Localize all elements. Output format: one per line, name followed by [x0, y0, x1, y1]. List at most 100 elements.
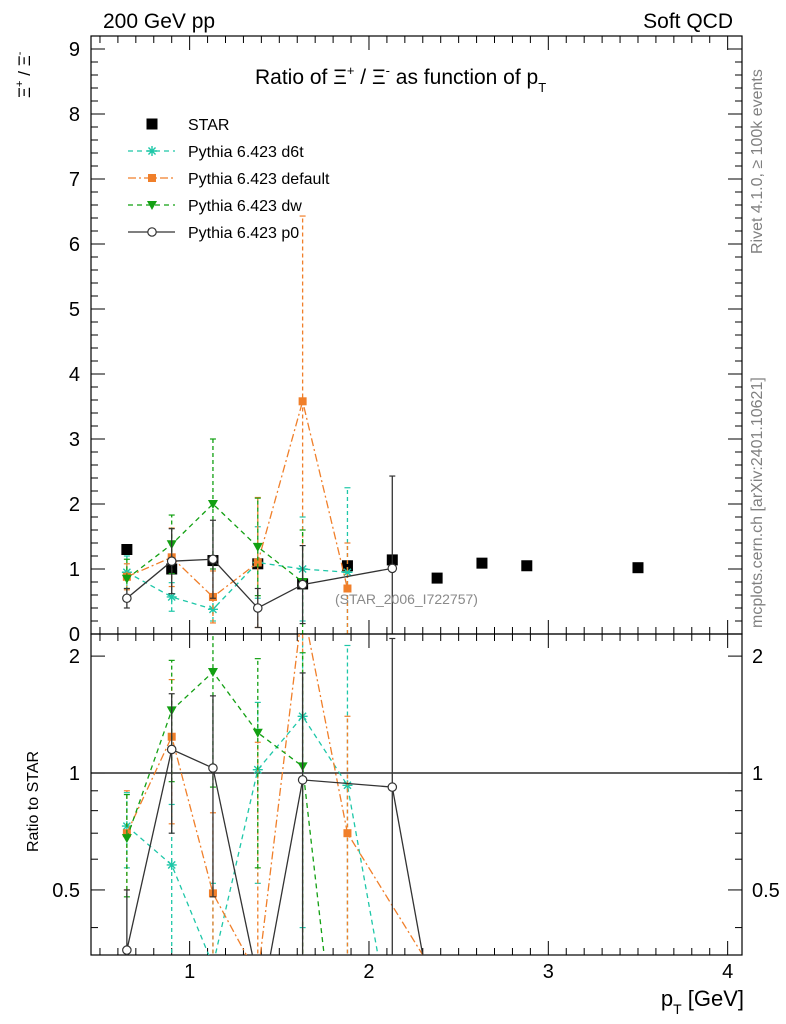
legend-item: Pythia 6.423 p0: [128, 225, 299, 242]
ratio-point: [297, 775, 308, 785]
main-point: [297, 579, 308, 590]
main-panel: 0 1 2 3 4 5 6 7 8 9 Ratio of Ξ+ / Ξ- as function …: [14, 35, 743, 646]
ratio-point: [166, 859, 177, 870]
main-ytick-label: 4: [69, 364, 80, 386]
main-point: [207, 604, 218, 615]
ratio-ytick-label-right: 2: [752, 646, 763, 668]
ratio-series-line: [126, 715, 379, 955]
main-series-line: [126, 561, 348, 611]
mcplots-label: mcplots.cern.ch [arXiv:2401.10621]: [749, 377, 766, 628]
ratio-point: [121, 834, 132, 844]
ratio-xtick-label: 2: [363, 961, 374, 983]
ratio-y-axis: 0.5 0.5 1 1 2 2: [52, 646, 780, 929]
main-ytick-label: 2: [69, 494, 80, 516]
legend-marker: [148, 174, 156, 182]
main-point: [431, 572, 443, 584]
main-ytick-label: 5: [69, 299, 80, 321]
main-series-0: [121, 544, 644, 590]
analysis-watermark: (STAR_2006_I722757): [335, 591, 478, 607]
ratio-xtick-label: 3: [543, 961, 554, 983]
main-point: [121, 574, 132, 584]
main-x-ticks: [99, 36, 729, 634]
main-point: [387, 563, 398, 574]
legend-marker: [146, 118, 158, 130]
main-ytick-label: 7: [69, 169, 80, 191]
main-ytick-label: 0: [69, 624, 80, 646]
plot-title: Ratio of Ξ+ / Ξ- as function of pT: [255, 63, 546, 95]
legend-item: STAR: [146, 117, 229, 134]
ratio-series: [121, 634, 424, 955]
header-left: 200 GeV pp: [103, 10, 215, 33]
main-ytick-label: 6: [69, 234, 80, 256]
legend-item: Pythia 6.423 d6t: [128, 144, 304, 161]
main-point: [208, 554, 218, 565]
main-point: [298, 397, 307, 406]
ratio-series-line: [126, 748, 424, 955]
main-ytick-label: 9: [69, 39, 80, 61]
main-point: [341, 560, 353, 572]
legend-marker: [147, 146, 157, 156]
legend-label: Pythia 6.423 p0: [188, 225, 299, 242]
main-point: [476, 557, 488, 569]
legend-item: Pythia 6.423 dw: [128, 198, 302, 215]
ratio-ytick-label: 0.5: [52, 880, 80, 902]
main-series: [121, 215, 644, 634]
ratio-series-line: [126, 671, 325, 955]
ratio-series-3: [122, 637, 424, 955]
ratio-ylabel: Ratio to STAR: [25, 751, 42, 852]
main-series-line: [126, 503, 304, 583]
legend-label: Pythia 6.423 dw: [188, 198, 302, 215]
legend-label: STAR: [188, 117, 229, 134]
ratio-panel: 0.5 0.5 1 1 2 2 1 2 3 4 Ratio to STAR pT [GeV]: [25, 633, 780, 1017]
legend-item: Pythia 6.423 default: [128, 171, 330, 188]
main-ytick-label: 1: [69, 559, 80, 581]
main-ytick-label: 3: [69, 429, 80, 451]
ratio-xtick-label: 4: [722, 961, 733, 983]
ratio-point: [122, 945, 132, 955]
x-axis-label: pT [GeV]: [661, 986, 744, 1017]
ratio-x-axis: 1 2 3 4: [99, 634, 733, 983]
ratio-point: [343, 829, 352, 838]
main-point: [122, 593, 132, 604]
legend-marker: [147, 201, 157, 210]
main-point: [166, 591, 177, 602]
main-ylabel: Ξ+ / Ξ-: [14, 51, 34, 98]
main-point: [253, 558, 262, 567]
ratio-frame: [90, 633, 743, 956]
legend-label: Pythia 6.423 default: [188, 171, 330, 188]
main-y-axis: 0 1 2 3 4 5 6 7 8 9: [69, 35, 742, 646]
ratio-point: [252, 728, 263, 738]
main-point: [252, 603, 263, 613]
main-series-line: [126, 398, 349, 598]
main-point: [632, 562, 644, 574]
legend-label: Pythia 6.423 d6t: [188, 144, 304, 161]
rivet-version-label: Rivet 4.1.0, ≥ 100k events: [749, 69, 766, 254]
ratio-point: [208, 763, 218, 773]
ratio-xtick-label: 1: [184, 961, 195, 983]
main-point: [207, 500, 218, 509]
main-point: [343, 584, 352, 593]
ratio-point: [387, 782, 398, 792]
ratio-ytick-label-right: 0.5: [752, 880, 780, 902]
ratio-ytick-label: 2: [69, 646, 80, 668]
main-point: [252, 542, 263, 552]
main-ytick-label: 8: [69, 104, 80, 126]
ratio-ytick-label: 1: [69, 763, 80, 785]
main-series-2: [122, 215, 352, 634]
legend: STAR Pythia 6.423 d6t Pythia 6.423 default…: [128, 117, 330, 242]
ratio-point: [207, 668, 218, 678]
header-right: Soft QCD: [643, 10, 733, 33]
main-series-3: [121, 438, 308, 634]
ratio-ytick-label-right: 1: [752, 763, 763, 785]
main-point: [521, 560, 533, 572]
main-point: [166, 556, 177, 566]
ratio-series-0: [121, 634, 379, 955]
legend-marker: [147, 227, 157, 237]
main-series-4: [122, 475, 398, 634]
main-series-1: [121, 487, 353, 634]
ratio-point: [166, 744, 177, 755]
main-point: [121, 544, 133, 555]
main-point: [342, 567, 353, 578]
main-series-line: [126, 558, 393, 609]
